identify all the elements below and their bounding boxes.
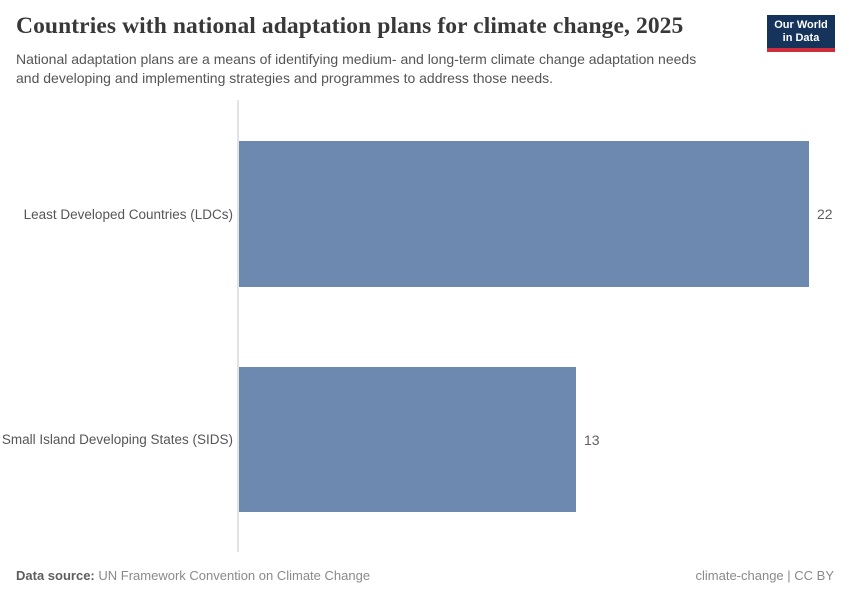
- license-link[interactable]: climate-change | CC BY: [695, 568, 835, 583]
- bar-sids[interactable]: [239, 367, 576, 512]
- chart-subtitle-line-2: and developing and implementing strategi…: [16, 70, 553, 86]
- bar-value-sids: 13: [584, 431, 600, 448]
- owid-logo-text-line-2: in Data: [782, 32, 820, 44]
- bar-label-sids: Small Island Developing States (SIDS): [1, 432, 233, 447]
- chart-subtitle: National adaptation plans are a means of…: [16, 50, 786, 88]
- data-source: Data source: UN Framework Convention on …: [16, 568, 370, 584]
- chart-title: Countries with national adaptation plans…: [16, 13, 684, 39]
- owid-logo[interactable]: Our World in Data: [767, 15, 835, 52]
- data-source-label: Data source:: [16, 568, 95, 583]
- chart-footer: Data source: UN Framework Convention on …: [16, 568, 834, 584]
- bar-value-ldcs: 22: [817, 206, 833, 222]
- y-axis-line: [237, 100, 239, 552]
- bar-ldcs[interactable]: [239, 141, 809, 287]
- owid-logo-text-line-1: Our World: [774, 19, 828, 31]
- chart-subtitle-line-1: National adaptation plans are a means of…: [16, 51, 697, 67]
- data-source-text: UN Framework Convention on Climate Chang…: [98, 568, 371, 583]
- bar-label-ldcs: Least Developed Countries (LDCs): [23, 206, 233, 222]
